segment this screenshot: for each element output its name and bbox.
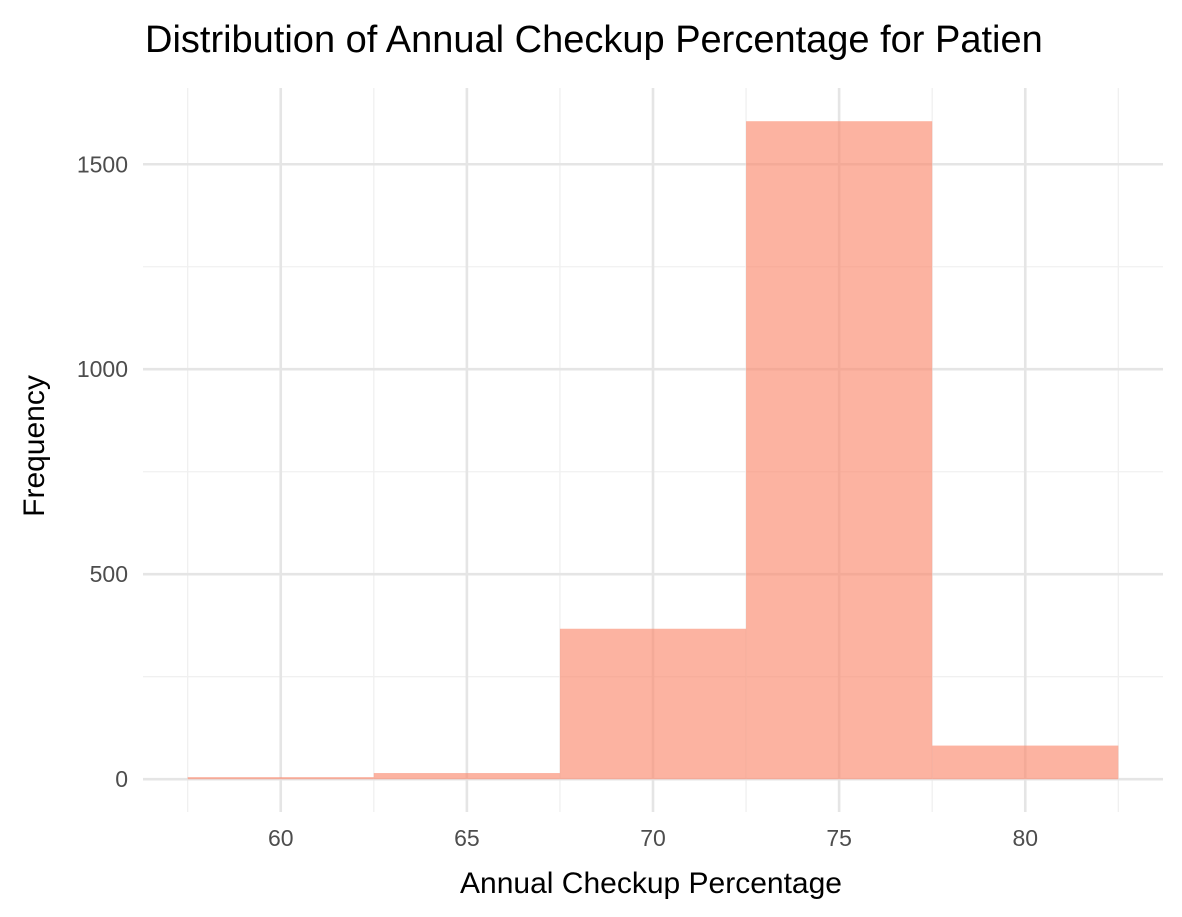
x-axis-ticks: 60 65 70 75 80: [268, 825, 1038, 851]
y-axis-ticks: 0 500 1000 1500: [77, 151, 128, 792]
y-tick-label: 1500: [77, 151, 128, 177]
x-axis-title: Annual Checkup Percentage: [460, 867, 842, 900]
y-axis-title: Frequency: [18, 375, 51, 517]
histogram-bar-1: [187, 777, 374, 780]
x-tick-label: 60: [268, 825, 294, 851]
x-tick-label: 70: [640, 825, 666, 851]
y-tick-label: 500: [90, 561, 128, 587]
y-tick-label: 0: [115, 766, 128, 792]
histogram-bar-2: [373, 773, 560, 780]
x-tick-label: 75: [826, 825, 852, 851]
histogram-bar-4: [746, 121, 933, 780]
histogram-bars: [187, 121, 1119, 780]
histogram-bar-3: [559, 628, 747, 780]
histogram-bar-5: [932, 745, 1119, 780]
chart-title: Distribution of Annual Checkup Percentag…: [145, 19, 1043, 61]
y-tick-label: 1000: [77, 356, 128, 382]
x-tick-label: 65: [454, 825, 480, 851]
x-tick-label: 80: [1012, 825, 1038, 851]
